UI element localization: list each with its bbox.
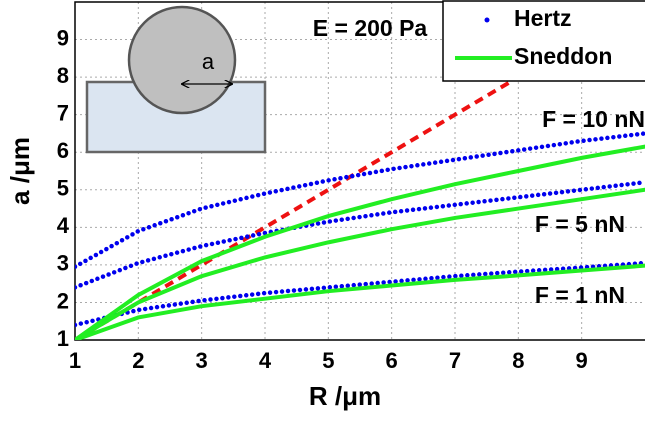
y-tick-label: 3 [57, 251, 69, 276]
legend-box [442, 0, 645, 82]
y-tick-label: 5 [57, 176, 69, 201]
annotation: E = 200 Pa [313, 15, 428, 41]
legend-label: Hertz [514, 5, 572, 31]
y-tick-label: 8 [57, 63, 69, 88]
x-tick-label: 6 [386, 348, 398, 373]
y-tick-label: 1 [57, 326, 69, 351]
legend-label: Sneddon [514, 43, 612, 69]
series-line [75, 260, 645, 328]
series-line [75, 131, 645, 270]
y-tick-label: 7 [57, 100, 69, 125]
series-line [75, 144, 645, 340]
x-tick-label: 8 [512, 348, 524, 373]
x-tick-label: 7 [449, 348, 461, 373]
x-tick-label: 5 [322, 348, 334, 373]
plot-frame [74, 1, 645, 341]
series-line [75, 187, 645, 340]
reference-line [75, 2, 645, 340]
y-tick-label: 2 [57, 288, 69, 313]
annotation: F = 1 nN [535, 282, 625, 308]
inset-label: a [202, 49, 215, 74]
x-axis-label: R /μm [309, 381, 381, 411]
y-tick-label: 4 [57, 213, 70, 238]
x-tick-label: 1 [69, 348, 81, 373]
x-tick-label: 9 [576, 348, 588, 373]
inset: a [85, 5, 267, 154]
series-line [75, 263, 645, 340]
x-tick-label: 4 [259, 348, 272, 373]
legend-marker [484, 17, 490, 23]
series-line [75, 180, 645, 290]
x-tick-label: 2 [132, 348, 144, 373]
annotation: F = 10 nN [542, 106, 645, 132]
y-tick-label: 9 [57, 25, 69, 50]
y-axis-label: a /μm [5, 137, 35, 205]
x-tick-label: 3 [196, 348, 208, 373]
y-tick-label: 6 [57, 138, 69, 163]
annotation: F = 5 nN [535, 211, 625, 237]
